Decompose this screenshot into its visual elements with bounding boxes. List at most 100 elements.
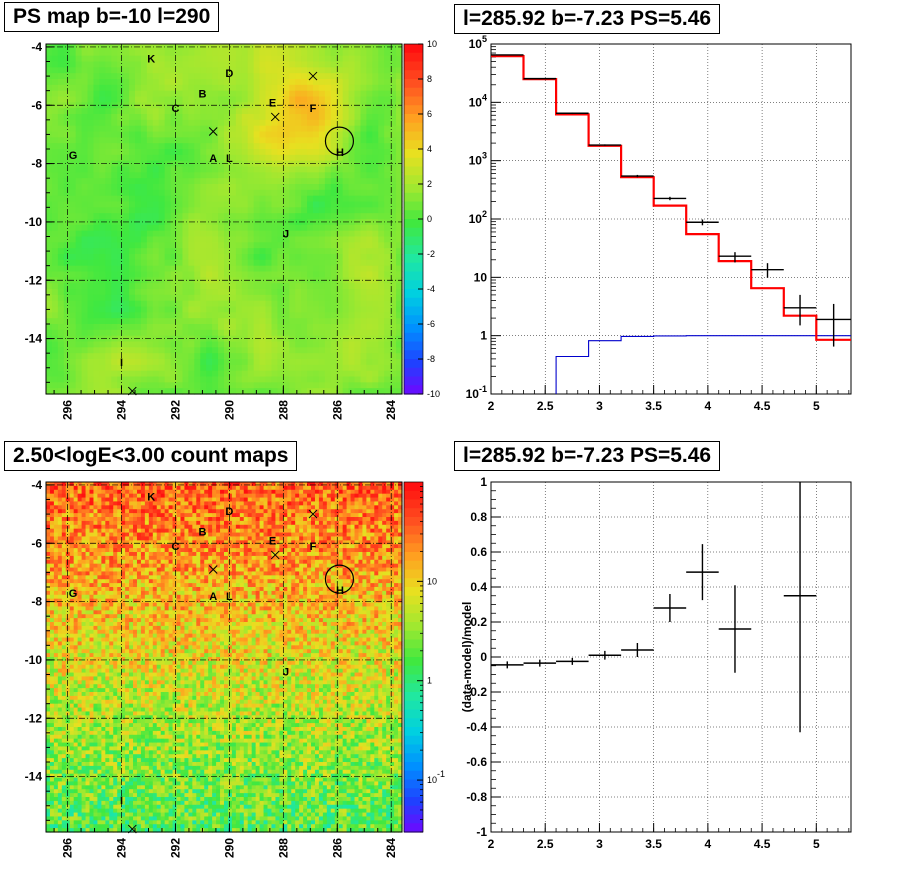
ps-map-map-cell <box>372 125 379 133</box>
ps-map-map-cell <box>330 90 338 98</box>
ps-map-map-cell <box>75 84 83 92</box>
ps-map-map-cell <box>158 265 166 273</box>
ps-map-map-cell <box>277 271 284 278</box>
ps-map-map-cell <box>235 376 243 383</box>
ps-map-map-cell <box>253 67 261 74</box>
ps-map-map-cell <box>188 67 195 74</box>
ps-map-map-cell <box>81 230 89 238</box>
ps-map-map-cell <box>378 312 385 319</box>
ps-map-map-cell <box>235 166 243 173</box>
ps-map-map-cell <box>123 248 130 255</box>
ps-map-map-cell <box>229 108 237 115</box>
ps-map-map-cell <box>313 359 320 366</box>
ps-map-map-cell <box>135 201 142 208</box>
ps-map-map-cell <box>105 230 112 238</box>
ps-map-map-cell <box>152 300 160 308</box>
ps-map-map-cell <box>384 382 391 389</box>
ps-map-map-cell <box>241 184 249 191</box>
ps-map-map-cell <box>182 364 189 372</box>
ps-map-map-cell <box>200 61 207 68</box>
count-map-map-cell <box>69 482 75 487</box>
count-map-map-cell <box>61 594 67 600</box>
ps-map-map-cell <box>277 318 284 325</box>
count-map-map-cell <box>53 540 59 545</box>
ps-map-map-cell <box>75 265 83 273</box>
ps-map-map-cell <box>212 370 219 378</box>
ps-map-map-cell <box>81 67 89 74</box>
count-map-map-cell <box>77 695 83 701</box>
ps-map-map-cell <box>75 114 83 121</box>
ps-map-map-cell <box>129 242 136 249</box>
ps-map-map-cell <box>123 195 130 203</box>
ps-map-map-cell <box>336 90 344 98</box>
ps-map-map-cell <box>170 265 178 273</box>
count-map-map-cell <box>77 781 83 786</box>
ps-map-map-cell <box>235 55 243 63</box>
ps-map-map-cell <box>111 154 118 162</box>
count-map-map-cell <box>57 548 63 553</box>
count-map-map-cell <box>69 513 75 518</box>
ps-map-map-cell <box>378 149 385 156</box>
ps-map-map-cell <box>384 55 391 63</box>
ps-map-map-cell <box>51 271 59 278</box>
count-map-map-cell <box>73 750 79 755</box>
ps-map-map-cell <box>81 108 89 115</box>
count-map-map-cell <box>65 750 71 755</box>
ps-map-map-cell <box>390 248 397 255</box>
count-map-map-cell <box>69 618 75 623</box>
count-map-map-cell <box>89 719 95 724</box>
ps-map-map-cell <box>336 347 344 354</box>
ps-map-map-cell <box>135 283 142 290</box>
ps-map-map-cell <box>295 172 302 179</box>
ps-map-map-cell <box>93 248 100 255</box>
ps-map-map-cell <box>188 184 195 191</box>
ps-map-map-cell <box>366 306 373 313</box>
ps-map-map-cell <box>212 312 219 319</box>
count-map-map-cell <box>73 590 79 596</box>
count-map-map-cell <box>69 734 75 740</box>
ps-map-map-cell <box>164 114 172 121</box>
ps-map-map-cell <box>313 224 320 232</box>
ps-map-map-cell <box>366 90 373 98</box>
ps-map-map-cell <box>247 84 255 92</box>
count-map-map-cell <box>65 653 71 658</box>
count-map-map-cell <box>89 703 95 709</box>
count-map-map-cell <box>61 727 67 732</box>
ps-map-map-cell <box>378 166 385 173</box>
ps-map-map-cell <box>396 236 403 243</box>
ps-map-map-cell <box>307 300 314 308</box>
ps-map-map-cell <box>105 178 112 185</box>
ps-map-map-cell <box>117 341 124 348</box>
ps-map-map-cell <box>295 73 302 80</box>
count-map-map-cell <box>53 497 59 503</box>
ps-map-map-cell <box>372 189 379 197</box>
ps-map-map-cell <box>372 388 379 395</box>
ps-map-map-cell <box>348 61 356 68</box>
ps-map-map-cell <box>390 79 397 86</box>
ps-map-map-cell <box>51 96 59 103</box>
ps-map-map-cell <box>384 300 391 308</box>
ps-map-map-cell <box>253 382 261 389</box>
ps-map-map-cell <box>176 283 184 290</box>
ps-map-map-cell <box>378 96 385 103</box>
ps-map-map-cell <box>111 114 118 121</box>
ps-colorbar-cell <box>404 175 423 185</box>
ps-map-map-cell <box>271 242 278 249</box>
ps-map-map-cell <box>200 166 207 173</box>
ps-map-map-cell <box>271 195 278 203</box>
ps-map-map-cell <box>336 265 344 273</box>
ps-map-map-cell <box>105 160 112 168</box>
ps-map-map-cell <box>194 248 201 255</box>
ps-map-map-cell <box>295 312 302 319</box>
ps-map-map-cell <box>354 382 362 389</box>
count-map-map-cell <box>53 695 59 701</box>
ps-map-map-cell <box>241 318 249 325</box>
count-map-map-cell <box>61 676 67 681</box>
ps-map-map-cell <box>206 108 213 115</box>
count-map-map-cell <box>89 657 95 662</box>
count-map-map-cell <box>57 622 63 627</box>
count-map-map-cell <box>77 785 83 790</box>
ps-map-map-cell <box>194 370 201 378</box>
ps-map-map-cell <box>324 166 332 173</box>
